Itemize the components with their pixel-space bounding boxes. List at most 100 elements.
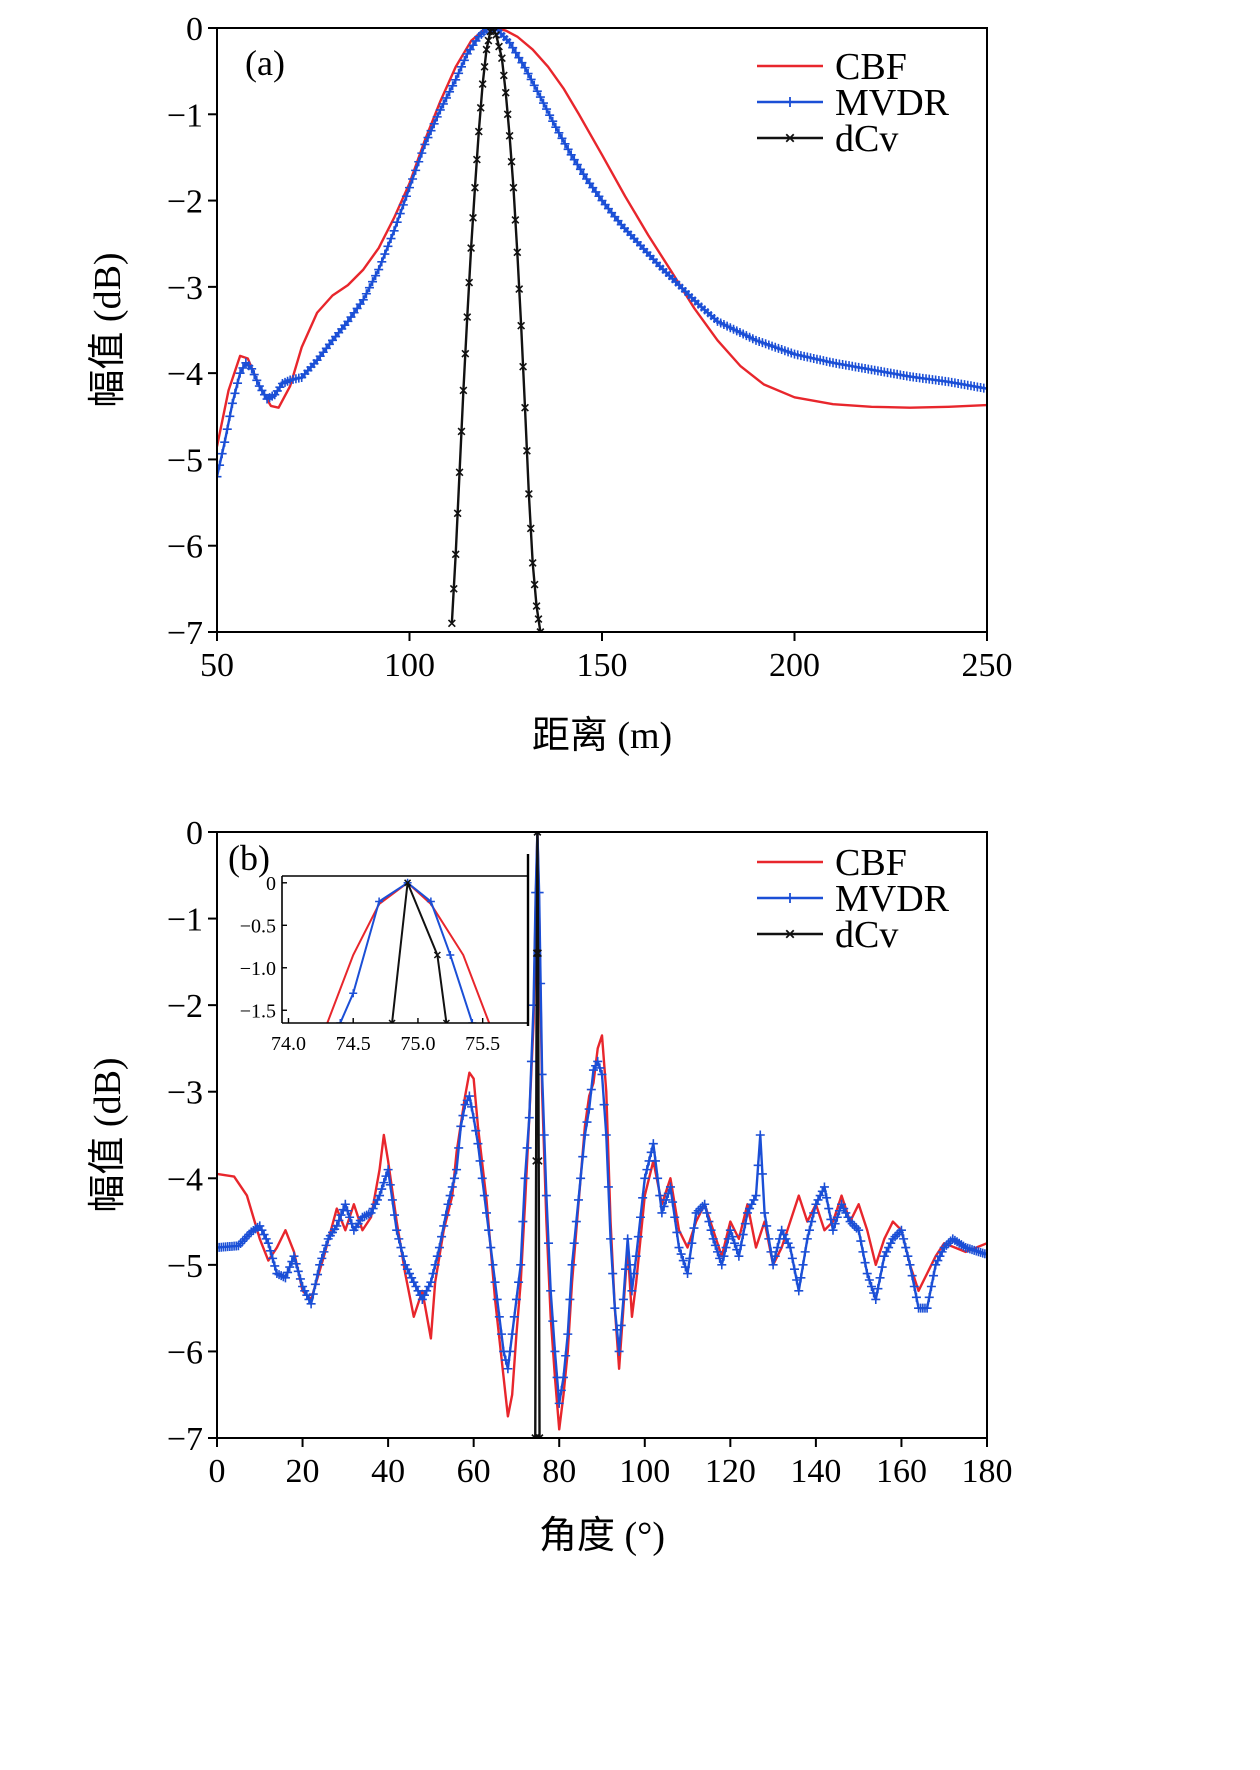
data-point: [524, 490, 533, 498]
data-point: [804, 1225, 814, 1235]
data-point: [517, 321, 526, 330]
data-point: [505, 1346, 515, 1356]
y-tick-label: 0: [186, 815, 203, 852]
data-point: [263, 1238, 273, 1248]
data-point: [400, 1260, 410, 1270]
data-point: [691, 1208, 701, 1218]
legend-entry: CBF: [835, 46, 907, 88]
data-point: [372, 1195, 382, 1205]
data-point: [905, 1260, 915, 1270]
data-point: [445, 87, 455, 97]
data-point: [751, 1191, 761, 1201]
data-point: [386, 234, 396, 244]
data-point: [334, 1215, 344, 1225]
data-point: [371, 271, 381, 281]
x-tick-label: 80: [542, 1453, 576, 1490]
data-point: [439, 1221, 449, 1231]
data-point: [342, 1206, 352, 1216]
x-tick-label: 120: [705, 1453, 756, 1490]
data-point: [492, 30, 501, 39]
data-point: [453, 509, 462, 518]
data-point: [497, 54, 506, 63]
series-mvdr: [217, 28, 987, 482]
data-point: [225, 411, 235, 421]
data-point: [642, 1165, 652, 1175]
data-point: [648, 1139, 658, 1149]
data-point: [411, 1282, 421, 1291]
series-dcv: [531, 832, 544, 1438]
data-point: [419, 1290, 429, 1300]
data-point: [849, 1221, 859, 1231]
data-point: [508, 43, 518, 53]
data-point: [411, 165, 421, 175]
data-point: [445, 1191, 455, 1201]
data-point: [907, 1271, 917, 1281]
data-point: [747, 1199, 757, 1209]
data-point: [597, 1069, 607, 1079]
data-point: [448, 81, 458, 91]
data-point: [460, 1100, 470, 1110]
data-point: [230, 388, 240, 398]
data-point: [785, 1243, 795, 1253]
x-tick-label: 50: [200, 647, 234, 684]
data-point: [507, 1329, 517, 1339]
data-point: [476, 103, 485, 112]
data-point: [398, 200, 408, 210]
data-point: [472, 155, 481, 164]
data-point: [484, 36, 493, 45]
data-point: [813, 1195, 823, 1205]
data-point: [368, 1204, 378, 1214]
data-point: [896, 1225, 906, 1235]
legend-entry: dCv: [835, 118, 898, 160]
legend-entry: CBF: [835, 842, 907, 884]
data-point: [505, 131, 514, 140]
data-point: [383, 241, 393, 251]
data-point: [217, 460, 225, 470]
data-point: [514, 53, 524, 63]
data-point: [802, 1234, 812, 1244]
data-point: [443, 1199, 453, 1209]
data-point: [794, 1286, 804, 1296]
data-point: [535, 92, 545, 102]
data-point: [456, 1121, 466, 1131]
data-point: [398, 1251, 408, 1261]
data-point: [753, 1160, 763, 1170]
data-point: [283, 1267, 293, 1277]
data-point: [362, 1210, 372, 1220]
legend-marker: [785, 929, 795, 939]
data-point: [496, 1329, 506, 1339]
inset-data-point: [433, 951, 441, 959]
inset-data-point: [404, 879, 412, 887]
x-tick-label: 40: [371, 1453, 405, 1490]
data-point: [319, 1247, 329, 1257]
data-point: [364, 1209, 374, 1219]
data-point: [657, 1208, 667, 1218]
data-point: [864, 1275, 874, 1285]
data-point: [580, 1130, 590, 1140]
data-point: [944, 1238, 953, 1248]
data-point: [560, 139, 570, 149]
data-point: [259, 1230, 269, 1240]
data-point: [495, 42, 503, 51]
x-tick-label: 180: [962, 1453, 1013, 1490]
data-point: [513, 248, 522, 257]
data-point: [809, 1208, 819, 1218]
data-point: [429, 119, 439, 129]
data-point: [379, 1178, 389, 1188]
data-point: [541, 1191, 551, 1201]
y-tick-label: −1: [167, 97, 203, 134]
data-point: [336, 1210, 346, 1220]
data-point: [494, 1312, 504, 1322]
data-point: [394, 1234, 404, 1244]
chart-panel-a: 50 100 150 200 250 0 −1 −2 −3 −4 −5 −6 −7 距离 (m) 幅值 (d…: [87, 11, 1013, 757]
data-point: [454, 1143, 464, 1153]
series-line-dcv: [450, 28, 542, 632]
data-point: [534, 949, 542, 958]
data-point: [886, 1238, 896, 1248]
data-point: [452, 1165, 462, 1175]
data-point: [563, 144, 573, 154]
data-point: [939, 1243, 949, 1253]
x-axis-title: 距离 (m): [532, 715, 672, 757]
data-point: [268, 1253, 278, 1263]
data-point: [522, 1143, 532, 1153]
